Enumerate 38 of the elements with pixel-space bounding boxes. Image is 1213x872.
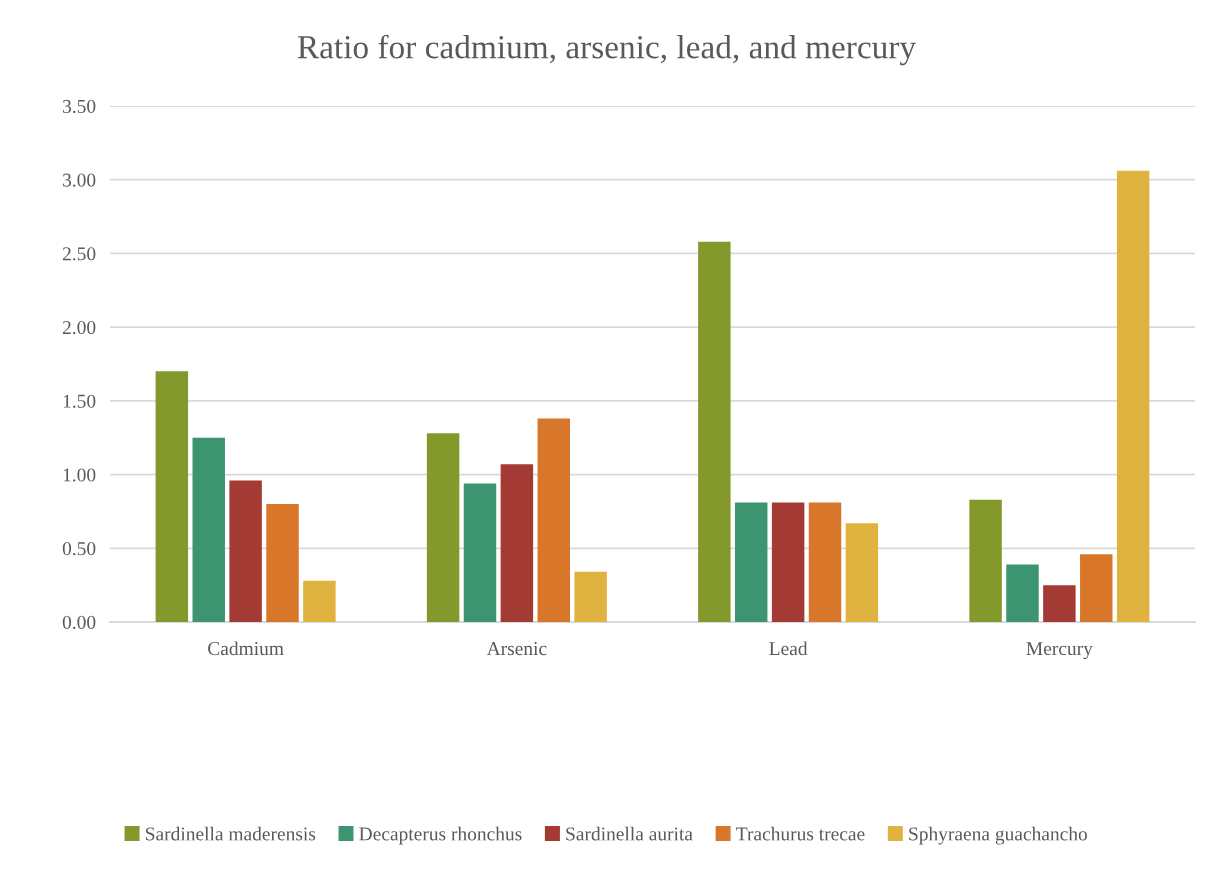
bar: [771, 502, 805, 622]
bar: [303, 580, 336, 622]
bar: [192, 437, 225, 622]
y-tick-label: 3.00: [63, 173, 96, 187]
y-tick-label: 1.00: [63, 468, 96, 482]
y-tick-label: 1.50: [63, 394, 96, 408]
y-tick-label: 2.50: [62, 247, 96, 261]
bar: [266, 504, 299, 622]
bar: [155, 371, 189, 622]
chart-title: Ratio for cadmium, arsenic, lead, and mercury: [297, 34, 916, 66]
bar: [969, 499, 1002, 622]
bar: [574, 571, 607, 622]
legend-label: Sphyraena guachancho: [909, 826, 1087, 845]
x-tick-label: Lead: [769, 641, 808, 656]
bar: [698, 241, 731, 622]
legend-label: Sardinella maderensis: [146, 826, 316, 841]
x-tick-label: Cadmium: [208, 641, 284, 656]
bar: [537, 418, 570, 622]
legend-label: Decapterus rhonchus: [359, 826, 522, 845]
y-tick-label: 0.00: [62, 615, 96, 630]
bar: [1080, 554, 1113, 622]
y-tick-label: 0.50: [62, 542, 96, 556]
bar: [1043, 585, 1076, 622]
bar: [500, 464, 534, 622]
x-tick-label: Mercury: [1026, 642, 1093, 660]
y-tick-label: 2.00: [62, 320, 96, 335]
legend-label: Sardinella aurita: [566, 826, 693, 841]
y-tick-label: 3.50: [63, 99, 96, 114]
bar: [229, 480, 262, 622]
bar: [845, 523, 879, 622]
bar: [808, 502, 842, 622]
bar: [1116, 170, 1150, 622]
x-tick-label: Arsenic: [486, 642, 547, 656]
bar: [463, 483, 497, 622]
legend-label: Trachurus trecae: [736, 826, 865, 841]
bar: [1006, 564, 1039, 622]
bar: [735, 502, 768, 622]
bar: [426, 433, 460, 622]
